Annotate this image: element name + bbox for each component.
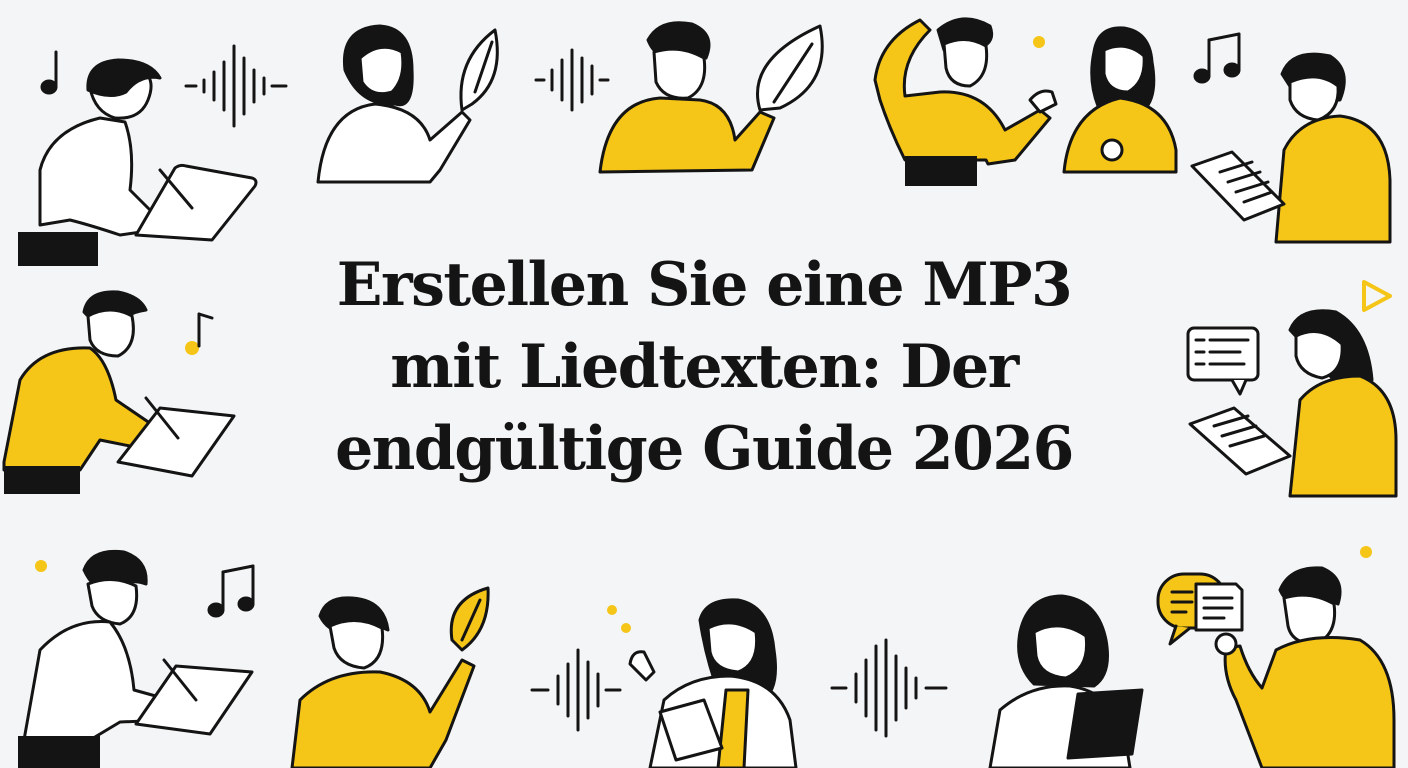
dot-decoration bbox=[1360, 546, 1372, 558]
person-standing-figure bbox=[1214, 566, 1396, 768]
dot-decoration bbox=[621, 623, 631, 633]
dot-decoration bbox=[1033, 36, 1045, 48]
person-reading-figure bbox=[1188, 309, 1398, 498]
music-note-icon bbox=[1193, 32, 1241, 84]
person-waving-figure bbox=[873, 17, 1058, 186]
play-triangle-icon bbox=[1362, 280, 1392, 312]
person-holding-leaf-figure bbox=[316, 24, 499, 184]
music-note-icon bbox=[40, 50, 58, 95]
document-icon bbox=[1194, 582, 1244, 632]
person-with-tablet-figure bbox=[988, 594, 1144, 768]
person-holding-leaf-figure bbox=[290, 586, 490, 768]
person-reading-figure bbox=[1190, 52, 1392, 244]
person-standing-figure bbox=[1062, 26, 1178, 174]
dot-decoration bbox=[35, 560, 47, 572]
title-line-3: endgültige Guide 2026 bbox=[335, 414, 1074, 484]
chat-bubble-icon bbox=[1186, 326, 1260, 396]
sound-wave-icon bbox=[184, 44, 288, 128]
sound-wave-icon bbox=[830, 638, 948, 738]
sound-wave-icon bbox=[534, 48, 610, 112]
dot-decoration bbox=[607, 605, 617, 615]
person-writing-figure bbox=[18, 58, 258, 266]
person-writing-figure bbox=[18, 549, 254, 768]
sound-wave-icon bbox=[530, 648, 622, 732]
person-writing-figure bbox=[2, 290, 236, 494]
music-note-icon bbox=[185, 312, 214, 355]
title-line-1: Erstellen Sie eine MP3 bbox=[336, 250, 1073, 320]
music-note-icon bbox=[207, 564, 255, 618]
title-line-2: mit Liedtexten: Der bbox=[390, 332, 1019, 402]
person-holding-leaf-figure bbox=[598, 21, 824, 174]
page-title: Erstellen Sie eine MP3 mit Liedtexten: D… bbox=[204, 244, 1204, 490]
person-with-tablet-figure bbox=[628, 598, 798, 768]
